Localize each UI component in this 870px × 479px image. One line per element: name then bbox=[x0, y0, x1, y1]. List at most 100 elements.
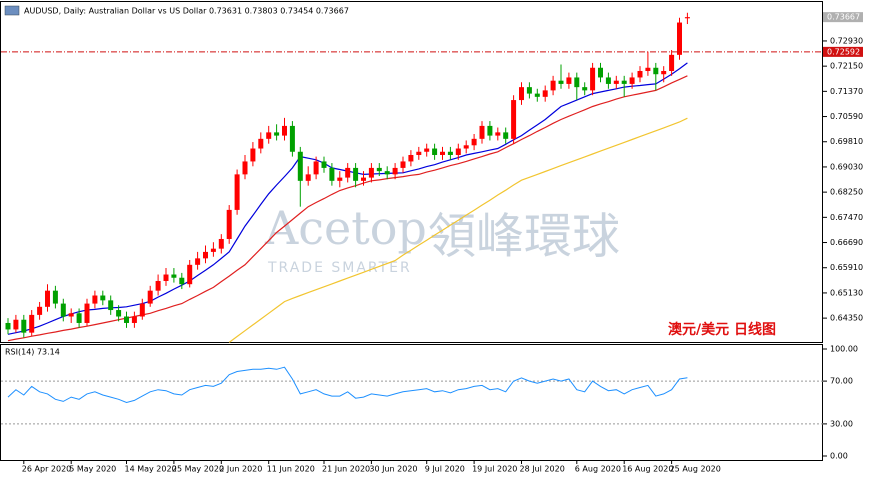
y-tick-label: 0.71370 bbox=[830, 87, 863, 96]
candle-body bbox=[187, 264, 193, 285]
y-tick-label: 0.66690 bbox=[830, 238, 863, 247]
candle-body bbox=[289, 125, 295, 152]
x-tick-label: 28 Jul 2020 bbox=[520, 465, 565, 474]
rsi-title: RSI(14) 73.14 bbox=[5, 348, 60, 357]
candle-body bbox=[60, 303, 66, 317]
candle-body bbox=[329, 167, 335, 181]
y-tick-label: 0.00 bbox=[830, 452, 848, 461]
candle-body bbox=[203, 251, 208, 259]
candle-body bbox=[432, 148, 438, 155]
candle-body bbox=[416, 151, 422, 155]
candle-body bbox=[384, 171, 390, 175]
x-tick-label: 9 Jul 2020 bbox=[425, 465, 465, 474]
candle-body bbox=[13, 319, 19, 330]
candle-body bbox=[440, 151, 445, 155]
candle-body bbox=[171, 274, 177, 278]
candle-body bbox=[242, 161, 248, 175]
y-tick-label: 0.65130 bbox=[830, 288, 863, 297]
candle-body bbox=[361, 177, 366, 181]
candle-body bbox=[574, 77, 580, 88]
x-tick-label: 2 Jun 2020 bbox=[219, 465, 262, 474]
candle-body bbox=[645, 67, 651, 71]
y-tick-label: 0.72150 bbox=[830, 62, 863, 71]
candle-body bbox=[45, 290, 50, 307]
candle-body bbox=[519, 87, 524, 101]
y-tick-label: 0.68250 bbox=[830, 188, 863, 197]
hline-label: 0.72592 bbox=[827, 47, 860, 56]
candle-body bbox=[605, 77, 611, 84]
candle-body bbox=[684, 17, 690, 19]
candle-body bbox=[526, 87, 532, 94]
candle-body bbox=[400, 161, 406, 168]
candle-body bbox=[661, 70, 667, 75]
price-panel bbox=[0, 1, 823, 343]
candle-body bbox=[37, 306, 43, 315]
x-tick-label: 30 Jun 2020 bbox=[369, 465, 417, 474]
x-tick-label: 26 Apr 2020 bbox=[22, 465, 71, 474]
hline-label-box bbox=[823, 46, 863, 57]
moving-average bbox=[7, 75, 688, 342]
x-tick-label: 21 Jun 2020 bbox=[322, 465, 370, 474]
candle-body bbox=[392, 167, 398, 175]
annotation: 澳元/美元 日线图 bbox=[668, 321, 776, 338]
candle-body bbox=[590, 67, 596, 91]
candle-body bbox=[274, 132, 280, 136]
candle-body bbox=[108, 300, 114, 311]
candle-body bbox=[92, 295, 98, 304]
candle-body bbox=[495, 132, 501, 136]
y-tick-label: 70.00 bbox=[830, 377, 853, 386]
candle-body bbox=[147, 290, 153, 304]
candle-body bbox=[621, 80, 627, 84]
candle-body bbox=[613, 80, 619, 84]
candle-body bbox=[218, 238, 224, 249]
watermark: Acetop bbox=[264, 201, 427, 255]
candle-body bbox=[558, 80, 564, 84]
y-tick-label: 0.69030 bbox=[830, 162, 863, 171]
candle-body bbox=[376, 167, 382, 172]
chart-title: AUDUSD, Daily: Australian Dollar vs US D… bbox=[24, 7, 349, 16]
y-tick-label: 0.72930 bbox=[830, 36, 863, 45]
x-tick-label: 6 Aug 2020 bbox=[575, 465, 621, 474]
y-tick-label: 30.00 bbox=[830, 419, 853, 428]
candle-body bbox=[455, 148, 461, 155]
candle-body bbox=[337, 177, 343, 181]
x-tick-label: 14 May 2020 bbox=[125, 465, 177, 474]
candle-body bbox=[124, 316, 129, 323]
candle-body bbox=[582, 87, 588, 91]
watermark-cn: 領峰環球 bbox=[428, 209, 620, 265]
candle-body bbox=[100, 295, 106, 301]
x-tick-label: 25 May 2020 bbox=[172, 465, 224, 474]
candle-body bbox=[116, 310, 122, 317]
x-tick-label: 5 May 2020 bbox=[69, 465, 116, 474]
candle-body bbox=[210, 248, 216, 252]
candle-body bbox=[487, 125, 493, 136]
y-tick-label: 0.65910 bbox=[830, 263, 863, 272]
x-tick-label: 19 Jul 2020 bbox=[472, 465, 517, 474]
candle-body bbox=[408, 154, 414, 162]
candle-body bbox=[234, 174, 240, 210]
candle-body bbox=[637, 70, 643, 78]
last-price-label: 0.73667 bbox=[827, 13, 860, 22]
candle-body bbox=[226, 209, 232, 239]
candle-body bbox=[447, 151, 453, 155]
candle-body bbox=[68, 313, 74, 317]
candle-body bbox=[653, 67, 659, 75]
candle-body bbox=[179, 277, 185, 285]
candle-body bbox=[598, 67, 603, 78]
candle-body bbox=[5, 322, 11, 330]
candle-body bbox=[52, 290, 58, 304]
candle-body bbox=[542, 90, 548, 97]
candle-body bbox=[479, 125, 485, 139]
candle-body bbox=[368, 167, 374, 178]
candle-body bbox=[629, 77, 635, 84]
candle-body bbox=[321, 161, 327, 168]
y-tick-label: 0.67470 bbox=[830, 213, 863, 222]
candle-body bbox=[669, 54, 675, 71]
candle-body bbox=[155, 280, 161, 291]
candle-body bbox=[84, 303, 90, 323]
candle-body bbox=[282, 125, 287, 136]
x-tick-label: 16 Aug 2020 bbox=[622, 465, 673, 474]
y-tick-label: 0.64350 bbox=[830, 314, 863, 323]
